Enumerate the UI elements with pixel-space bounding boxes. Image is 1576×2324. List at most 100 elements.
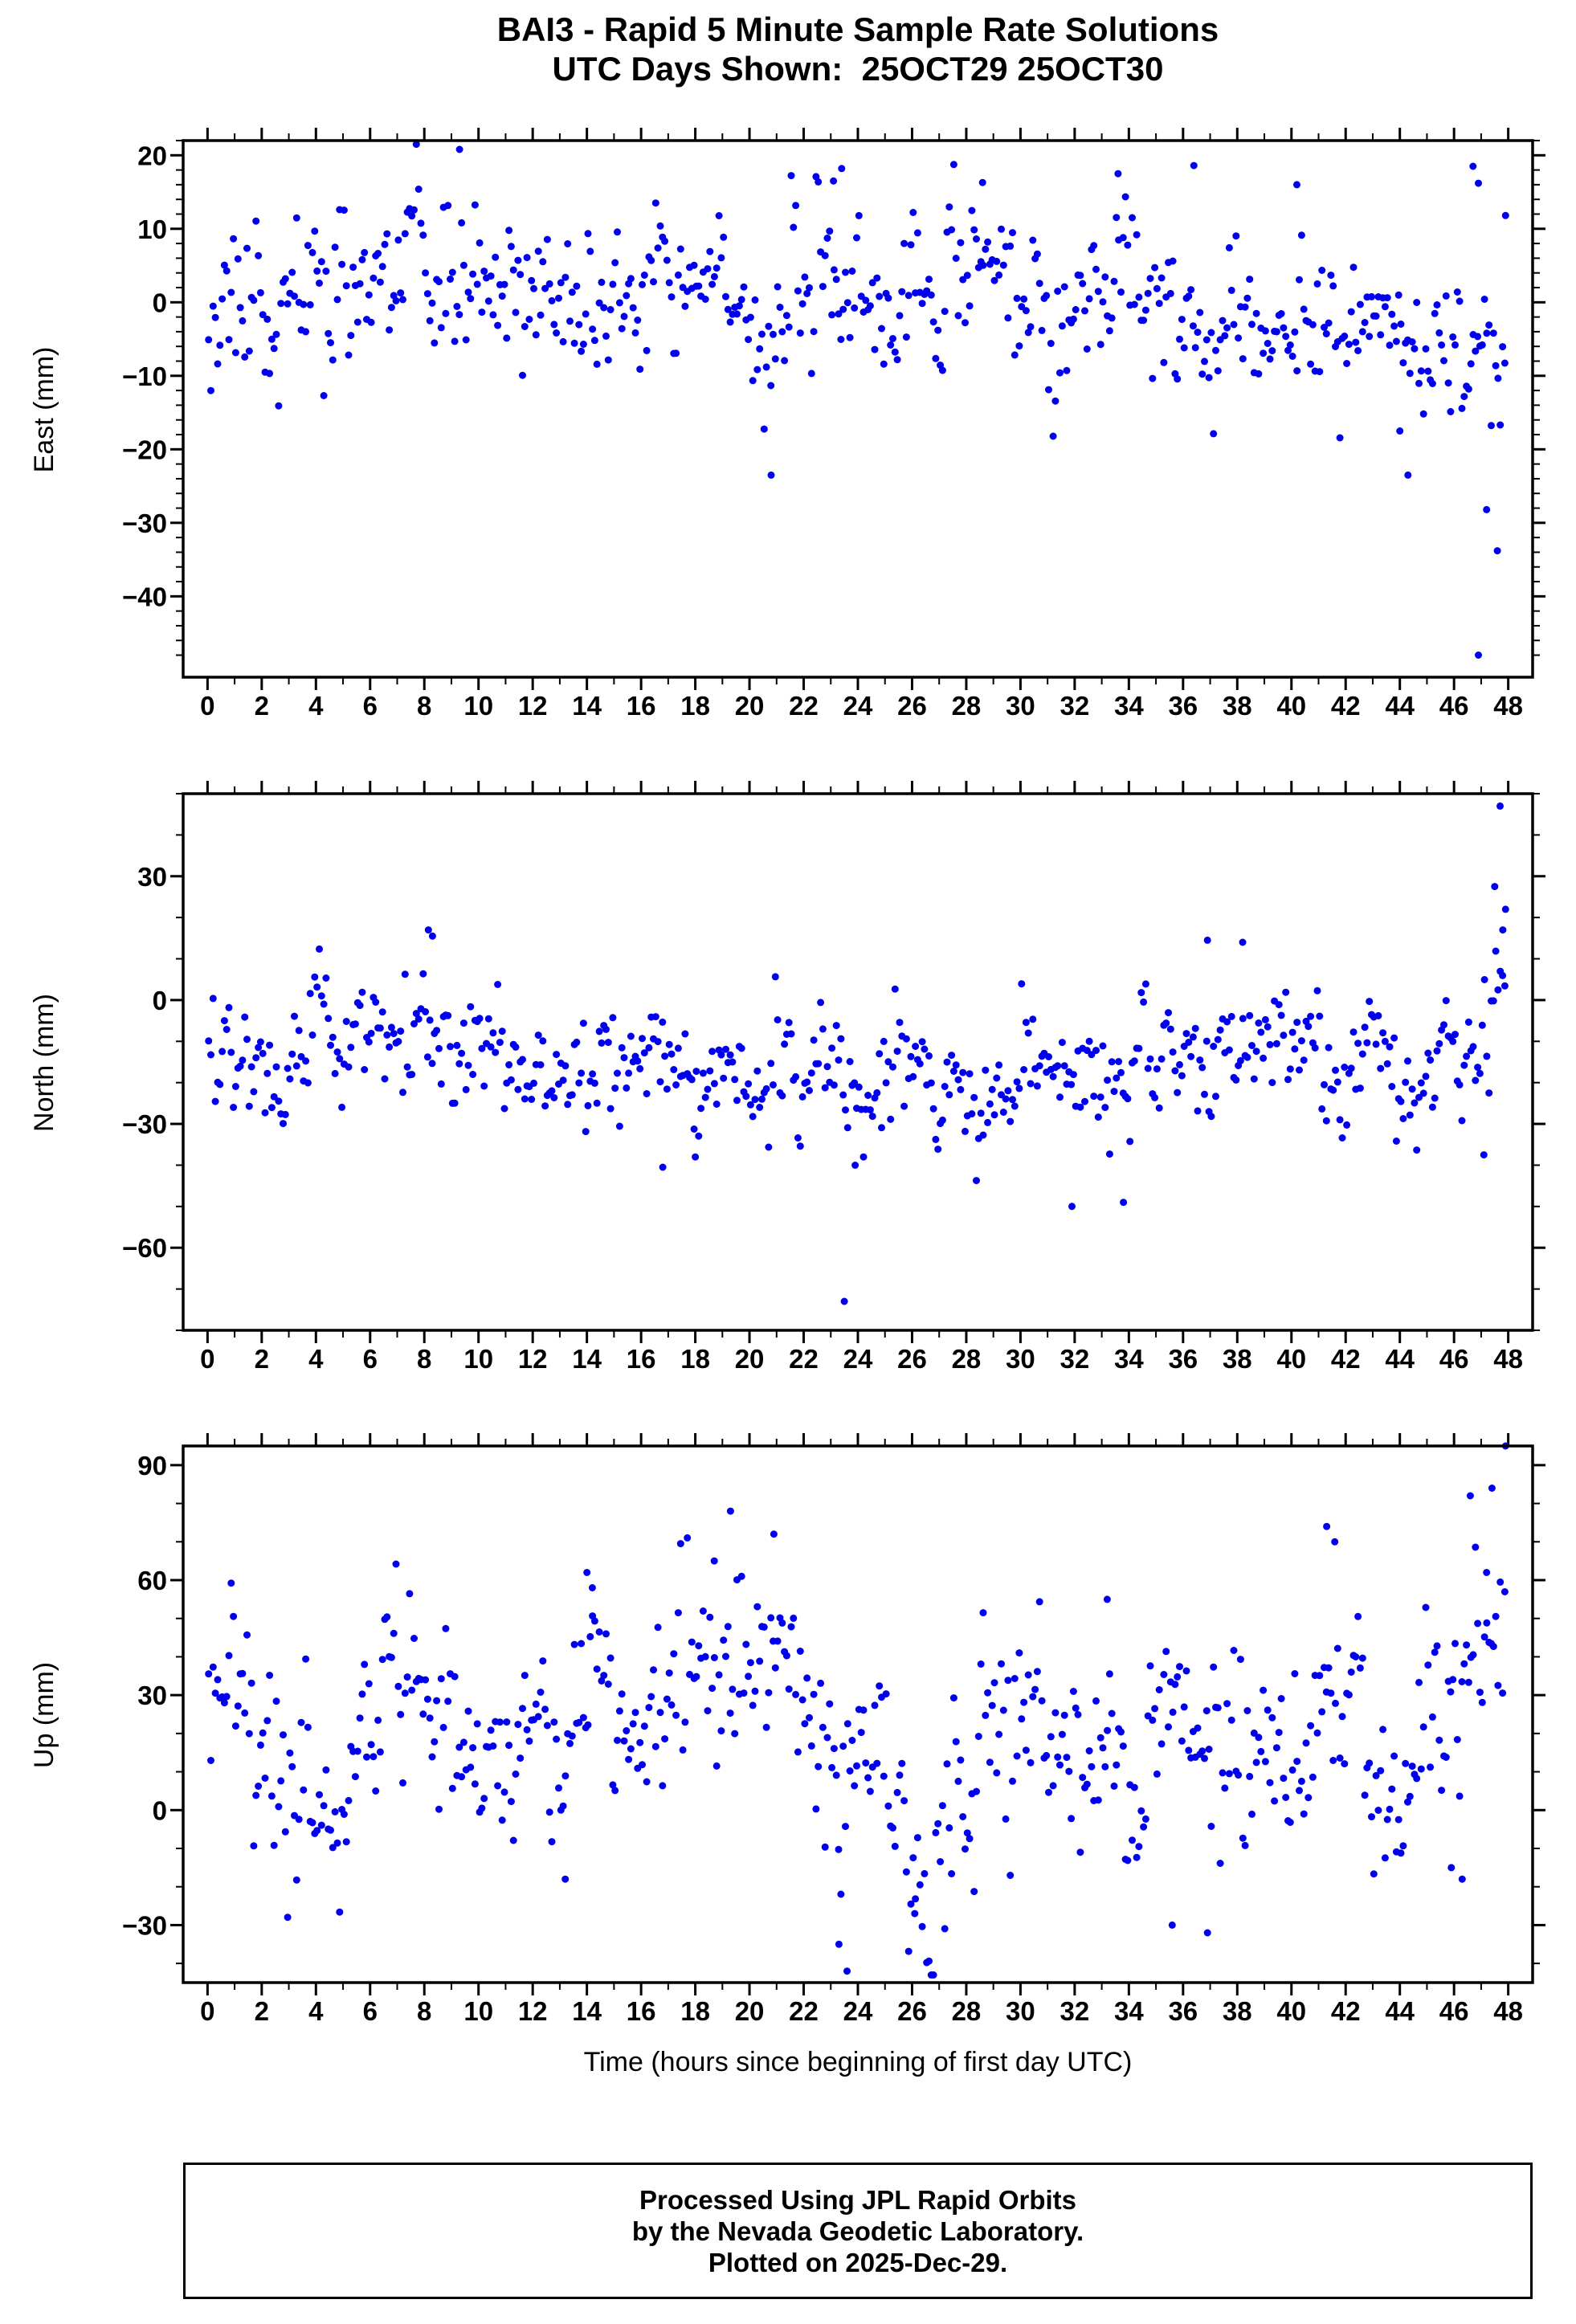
svg-text:22: 22: [789, 691, 819, 721]
svg-text:−30: −30: [122, 1910, 167, 1940]
east-axis-label: East (mm): [29, 346, 59, 473]
svg-text:8: 8: [417, 691, 431, 721]
svg-text:14: 14: [572, 691, 602, 721]
svg-text:−20: −20: [122, 435, 167, 464]
svg-text:6: 6: [363, 691, 378, 721]
svg-text:44: 44: [1385, 1344, 1415, 1374]
svg-text:38: 38: [1223, 1996, 1252, 2026]
chart-title-block: BAI3 - Rapid 5 Minute Sample Rate Soluti…: [183, 10, 1533, 88]
north-x-tick-labels: 0 2 4 6 8 10 12 14 16 18 20 22 24 26 28 30 32 34 36 38 40 42 4…: [200, 1344, 1523, 1374]
north-plot-frame: [182, 792, 1534, 1332]
svg-text:26: 26: [897, 691, 927, 721]
svg-text:8: 8: [417, 1996, 431, 2026]
svg-text:10: 10: [463, 1344, 493, 1374]
east-panel: 0 2 4 6 8 10 12 14 16 18 20 22 24 26 28 30 32 34 36 38 40 42 4…: [122, 128, 1545, 721]
svg-text:24: 24: [843, 691, 873, 721]
svg-text:14: 14: [572, 1996, 602, 2026]
svg-text:34: 34: [1114, 1996, 1144, 2026]
svg-text:10: 10: [463, 1996, 493, 2026]
svg-text:0: 0: [200, 1996, 214, 2026]
footer-line-2: by the Nevada Geodetic Laboratory.: [631, 2216, 1084, 2246]
north-y-ticks: [170, 793, 1545, 1331]
svg-text:32: 32: [1060, 691, 1090, 721]
svg-text:20: 20: [735, 1996, 765, 2026]
svg-text:30: 30: [1006, 1344, 1035, 1374]
svg-text:6: 6: [363, 1344, 378, 1374]
east-y-tick-labels: 20 10 0 −10 −20 −30 −40: [122, 141, 167, 611]
svg-text:42: 42: [1331, 691, 1361, 721]
svg-text:34: 34: [1114, 1344, 1144, 1374]
svg-text:48: 48: [1493, 691, 1523, 721]
svg-text:4: 4: [308, 1344, 324, 1374]
up-y-ticks: [170, 1464, 1545, 1965]
svg-text:20: 20: [735, 1344, 765, 1374]
north-y-tick-labels: 30 0 −30 −60: [122, 862, 167, 1263]
svg-text:20: 20: [735, 691, 765, 721]
svg-text:0: 0: [200, 691, 214, 721]
east-x-tick-labels: 0 2 4 6 8 10 12 14 16 18 20 22 24 26 28 30 32 34 36 38 40 42 4…: [200, 691, 1523, 721]
up-axis-label: Up (mm): [29, 1661, 59, 1769]
svg-text:0: 0: [153, 986, 167, 1015]
svg-text:28: 28: [952, 691, 982, 721]
svg-text:10: 10: [463, 691, 493, 721]
svg-text:24: 24: [843, 1344, 873, 1374]
chart-title: BAI3 - Rapid 5 Minute Sample Rate Soluti…: [496, 10, 1219, 48]
svg-text:40: 40: [1276, 1344, 1306, 1374]
svg-text:36: 36: [1168, 1344, 1198, 1374]
svg-text:46: 46: [1439, 1996, 1469, 2026]
x-axis-label: Time (hours since beginning of first day…: [583, 2047, 1133, 2077]
up-y-tick-labels: 90 60 30 0 −30: [122, 1451, 167, 1941]
svg-text:26: 26: [897, 1996, 927, 2026]
svg-text:4: 4: [308, 691, 324, 721]
svg-text:8: 8: [417, 1344, 431, 1374]
svg-text:36: 36: [1168, 1996, 1198, 2026]
svg-text:0: 0: [153, 1795, 167, 1825]
footer-box: Processed Using JPL Rapid Orbits by the …: [183, 2163, 1533, 2299]
svg-text:42: 42: [1331, 1344, 1361, 1374]
east-plot-frame: [182, 139, 1534, 679]
svg-text:18: 18: [680, 1996, 710, 2026]
svg-text:0: 0: [153, 288, 167, 317]
svg-text:44: 44: [1385, 1996, 1415, 2026]
chart-subtitle: UTC Days Shown: 25OCT29 25OCT30: [552, 50, 1164, 88]
up-x-tick-labels: 0 2 4 6 8 10 12 14 16 18 20 22 24 26 28 30 32 34 36 38 40 42 4…: [200, 1996, 1523, 2026]
svg-text:2: 2: [255, 1996, 269, 2026]
svg-text:44: 44: [1385, 691, 1415, 721]
svg-text:12: 12: [518, 1344, 548, 1374]
svg-text:10: 10: [137, 214, 167, 244]
svg-text:60: 60: [137, 1566, 167, 1595]
svg-text:−10: −10: [122, 361, 167, 391]
svg-text:32: 32: [1060, 1344, 1090, 1374]
svg-text:30: 30: [1006, 1996, 1035, 2026]
svg-text:2: 2: [255, 1344, 269, 1374]
footer-line-3: Plotted on 2025-Dec-29.: [708, 2247, 1008, 2277]
svg-text:4: 4: [308, 1996, 324, 2026]
svg-text:18: 18: [680, 1344, 710, 1374]
svg-text:−30: −30: [122, 1109, 167, 1139]
north-points: [205, 802, 1509, 1305]
up-x-ticks: [206, 1433, 1510, 1995]
svg-text:38: 38: [1223, 1344, 1252, 1374]
up-points: [205, 1442, 1509, 1979]
svg-text:40: 40: [1276, 691, 1306, 721]
svg-text:26: 26: [897, 1344, 927, 1374]
svg-text:42: 42: [1331, 1996, 1361, 2026]
east-x-ticks: [206, 128, 1510, 690]
up-plot-frame: [182, 1444, 1534, 1984]
svg-text:16: 16: [627, 691, 656, 721]
footer-line-1: Processed Using JPL Rapid Orbits: [639, 2184, 1077, 2215]
svg-text:22: 22: [789, 1996, 819, 2026]
svg-text:16: 16: [627, 1344, 656, 1374]
svg-text:34: 34: [1114, 691, 1144, 721]
svg-text:−30: −30: [122, 509, 167, 538]
up-panel: 0 2 4 6 8 10 12 14 16 18 20 22 24 26 28 30 32 34 36 38 40 42 4…: [122, 1433, 1545, 2026]
svg-text:36: 36: [1168, 691, 1198, 721]
svg-text:22: 22: [789, 1344, 819, 1374]
east-points: [205, 141, 1509, 659]
svg-text:16: 16: [627, 1996, 656, 2026]
svg-text:18: 18: [680, 691, 710, 721]
svg-text:12: 12: [518, 1996, 548, 2026]
svg-text:6: 6: [363, 1996, 378, 2026]
